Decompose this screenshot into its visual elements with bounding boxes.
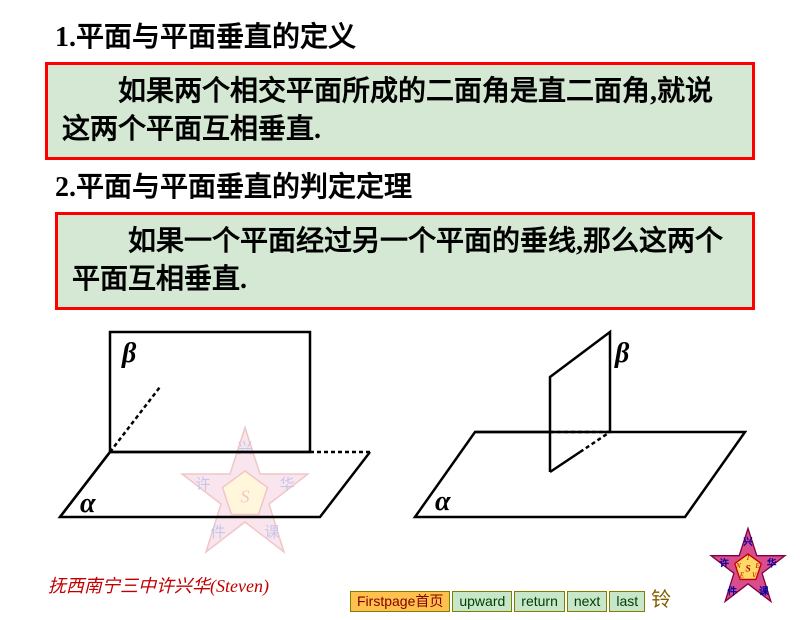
corner-star-icon: 兴 华 课 件 许 T E V E N S [704,524,792,612]
diagrams-region: β α β α [0,322,800,547]
heading-theorem: 2.平面与平面垂直的判定定理 [0,170,800,206]
label-alpha-left: α [80,488,96,519]
bell-icon[interactable]: 铃 [651,583,671,612]
diagram-left: β α [50,322,380,542]
nav-bar: Firstpage首页 upward return next last 铃 [350,583,671,612]
callout-theorem: 如果一个平面经过另一个平面的垂线,那么这两个平面互相垂直. [55,212,755,310]
author-signature: 抚西南宁三中许兴华(Steven) [48,572,269,598]
svg-text:V: V [752,572,757,580]
nav-firstpage[interactable]: Firstpage首页 [350,591,450,612]
svg-text:件: 件 [727,584,737,597]
callout-def-text: 如果两个相交平面所成的二面角是直二面角,就说这两个平面互相垂直. [62,76,713,145]
label-beta-left: β [121,338,137,369]
svg-text:E: E [755,562,761,570]
nav-next[interactable]: next [567,591,607,612]
nav-return[interactable]: return [514,591,565,612]
label-alpha-right: α [435,486,451,517]
nav-last[interactable]: last [609,591,645,612]
svg-text:兴: 兴 [743,535,753,548]
diagram-right: β α [405,322,755,542]
svg-text:华: 华 [767,556,777,569]
svg-text:课: 课 [759,584,769,597]
svg-text:S: S [745,564,750,575]
label-beta-right: β [614,338,630,369]
callout-thm-text: 如果一个平面经过另一个平面的垂线,那么这两个平面互相垂直. [72,226,723,295]
svg-text:许: 许 [719,556,729,569]
nav-upward[interactable]: upward [452,591,512,612]
svg-text:E: E [739,572,745,580]
callout-definition: 如果两个相交平面所成的二面角是直二面角,就说这两个平面互相垂直. [45,62,755,160]
heading-definition: 1.平面与平面垂直的定义 [0,20,800,56]
